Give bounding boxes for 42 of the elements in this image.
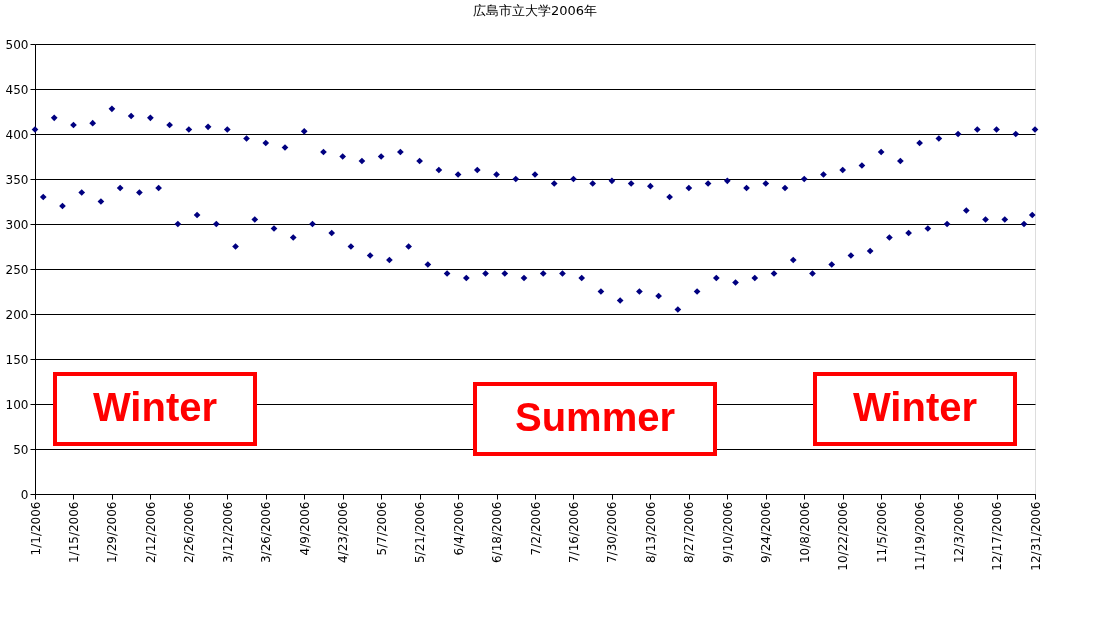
x-tick-label: 8/27/2006 (682, 501, 697, 564)
y-tick-label: 200 (5, 307, 29, 322)
x-tick-label: 9/24/2006 (759, 501, 774, 564)
annotation: Winter (852, 385, 978, 429)
x-tick-label: 1/15/2006 (66, 501, 81, 564)
y-tick-label: 0 (20, 487, 29, 502)
x-tick-label: 3/12/2006 (220, 501, 235, 564)
x-tick-label: 4/23/2006 (336, 501, 351, 564)
x-tick-label: 1/29/2006 (105, 501, 120, 564)
annotation: Winter (92, 385, 218, 429)
y-tick-label: 250 (5, 262, 29, 277)
x-tick-label: 6/18/2006 (490, 501, 505, 564)
x-tick-label: 10/8/2006 (797, 501, 812, 564)
x-tick-label: 5/7/2006 (374, 501, 389, 556)
y-tick-label: 300 (5, 217, 29, 232)
y-tick-label: 450 (5, 82, 29, 97)
x-tick-label: 7/16/2006 (566, 501, 581, 564)
y-tick-label: 350 (5, 172, 29, 187)
x-tick-label: 1/1/2006 (28, 501, 43, 556)
x-tick-label: 4/9/2006 (297, 501, 312, 556)
x-tick-label: 6/4/2006 (451, 501, 466, 556)
x-tick-label: 3/26/2006 (259, 501, 274, 564)
x-tick-label: 12/31/2006 (1028, 501, 1043, 571)
x-tick-label: 12/3/2006 (951, 501, 966, 564)
x-tick-label: 2/12/2006 (143, 501, 158, 564)
y-tick-label: 400 (5, 127, 29, 142)
chart-title: 広島市立大学2006年 (472, 3, 598, 18)
x-tick-label: 10/22/2006 (836, 501, 851, 571)
x-tick-label: 7/30/2006 (605, 501, 620, 564)
annotation: Summer (514, 395, 676, 439)
x-tick-label: 11/19/2006 (913, 501, 928, 571)
x-tick-label: 5/21/2006 (413, 501, 428, 564)
y-tick-label: 150 (5, 352, 29, 367)
x-tick-label: 11/5/2006 (874, 501, 889, 564)
x-tick-label: 9/10/2006 (720, 501, 735, 564)
x-tick-label: 7/2/2006 (528, 501, 543, 556)
x-tick-label: 12/17/2006 (990, 501, 1005, 571)
y-tick-label: 50 (13, 442, 29, 457)
x-tick-label: 2/26/2006 (182, 501, 197, 564)
y-tick-label: 100 (5, 397, 29, 412)
y-tick-label: 500 (5, 37, 29, 52)
x-tick-label: 8/13/2006 (643, 501, 658, 564)
